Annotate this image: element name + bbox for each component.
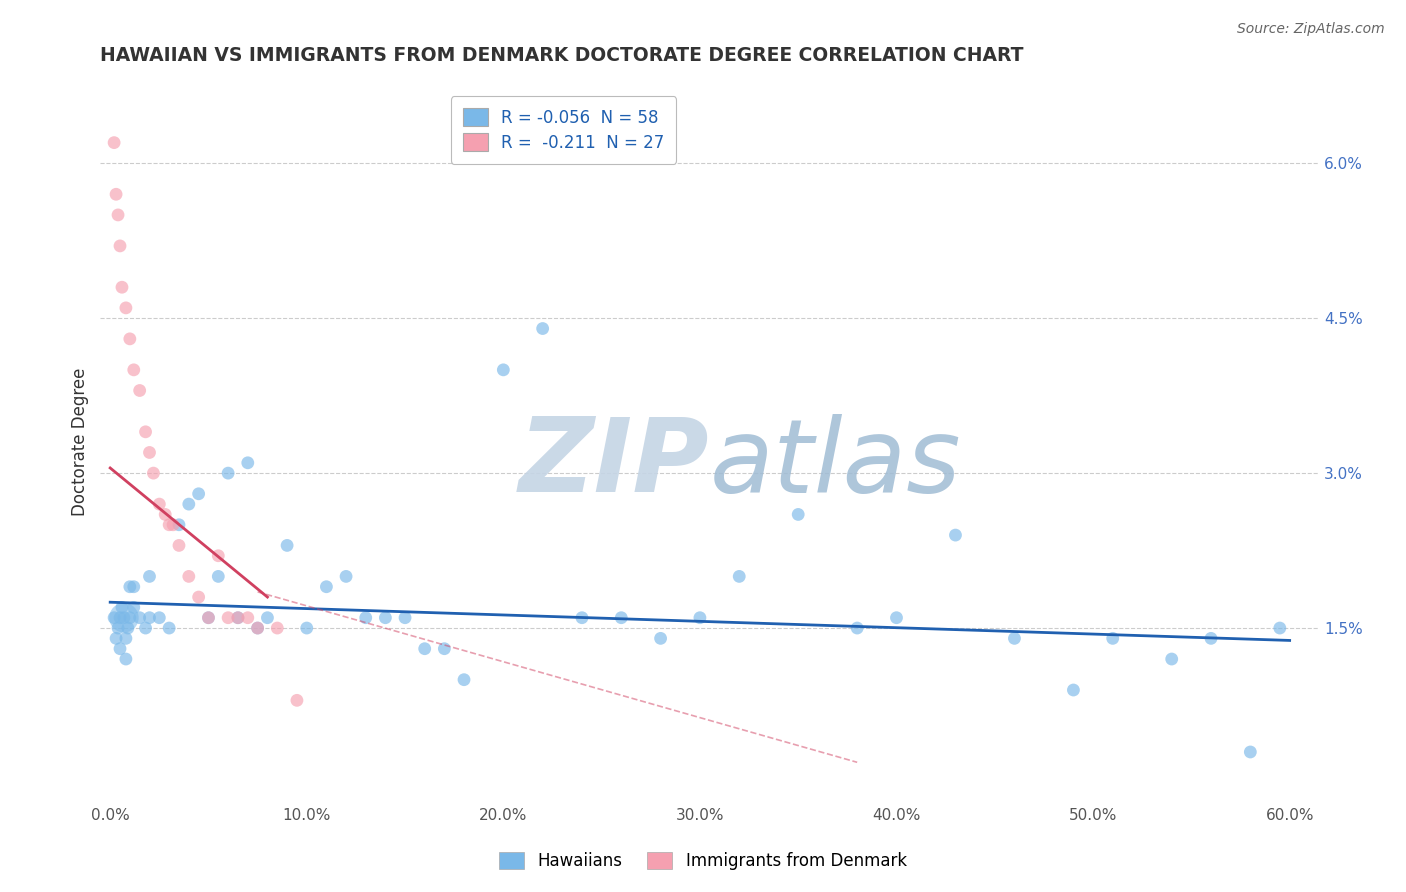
Point — [167, 538, 190, 552]
Point — [453, 673, 475, 687]
Point — [167, 517, 190, 532]
Point — [118, 580, 141, 594]
Point — [1199, 632, 1222, 646]
Point — [135, 621, 157, 635]
Point — [177, 497, 200, 511]
Point — [207, 549, 229, 563]
Point — [105, 632, 128, 646]
Point — [118, 332, 141, 346]
Point — [197, 611, 219, 625]
Point — [157, 621, 180, 635]
Point — [128, 611, 150, 625]
Point — [187, 487, 209, 501]
Point — [148, 611, 170, 625]
Point — [118, 611, 141, 625]
Point — [354, 611, 377, 625]
Point — [148, 497, 170, 511]
Point — [285, 693, 308, 707]
Point — [142, 466, 165, 480]
Point — [266, 621, 288, 635]
Point — [128, 384, 150, 398]
Point — [1101, 632, 1123, 646]
Point — [107, 208, 129, 222]
Point — [107, 621, 129, 635]
Point — [103, 136, 125, 150]
Point — [103, 611, 125, 625]
Point — [492, 363, 515, 377]
Point — [108, 641, 131, 656]
Point — [315, 580, 337, 594]
Point — [276, 538, 298, 552]
Point — [610, 611, 633, 625]
Point — [122, 363, 145, 377]
Point — [374, 611, 396, 625]
Point — [295, 621, 318, 635]
Point — [1062, 683, 1084, 698]
Point — [157, 517, 180, 532]
Point — [138, 445, 160, 459]
Point — [945, 528, 967, 542]
Point — [115, 632, 138, 646]
Point — [1268, 621, 1291, 635]
Point — [236, 611, 259, 625]
Point — [138, 569, 160, 583]
Point — [177, 569, 200, 583]
Point — [1004, 632, 1026, 646]
Legend: R = -0.056  N = 58, R =  -0.211  N = 27: R = -0.056 N = 58, R = -0.211 N = 27 — [451, 96, 676, 163]
Point — [111, 280, 134, 294]
Point — [122, 580, 145, 594]
Point — [689, 611, 711, 625]
Legend: Hawaiians, Immigrants from Denmark: Hawaiians, Immigrants from Denmark — [492, 845, 914, 877]
Y-axis label: Doctorate Degree: Doctorate Degree — [72, 368, 89, 516]
Point — [226, 611, 249, 625]
Point — [135, 425, 157, 439]
Point — [846, 621, 869, 635]
Point — [394, 611, 416, 625]
Text: ZIP: ZIP — [519, 413, 710, 515]
Point — [207, 569, 229, 583]
Point — [256, 611, 278, 625]
Point — [246, 621, 269, 635]
Point — [728, 569, 751, 583]
Point — [162, 517, 184, 532]
Point — [138, 611, 160, 625]
Text: HAWAIIAN VS IMMIGRANTS FROM DENMARK DOCTORATE DEGREE CORRELATION CHART: HAWAIIAN VS IMMIGRANTS FROM DENMARK DOCT… — [100, 46, 1024, 65]
Point — [413, 641, 436, 656]
Point — [1239, 745, 1261, 759]
Point — [108, 239, 131, 253]
Point — [117, 621, 139, 635]
Point — [787, 508, 810, 522]
Point — [122, 600, 145, 615]
Point — [217, 466, 239, 480]
Point — [433, 641, 456, 656]
Point — [236, 456, 259, 470]
Point — [531, 321, 554, 335]
Text: atlas: atlas — [710, 414, 962, 514]
Point — [335, 569, 357, 583]
Point — [226, 611, 249, 625]
Point — [197, 611, 219, 625]
Point — [112, 611, 135, 625]
Point — [217, 611, 239, 625]
Point — [650, 632, 672, 646]
Point — [187, 590, 209, 604]
Point — [886, 611, 908, 625]
Point — [115, 301, 138, 315]
Point — [571, 611, 593, 625]
Point — [108, 611, 131, 625]
Point — [246, 621, 269, 635]
Point — [1160, 652, 1182, 666]
Point — [155, 508, 177, 522]
Point — [115, 652, 138, 666]
Point — [112, 611, 135, 625]
Text: Source: ZipAtlas.com: Source: ZipAtlas.com — [1237, 22, 1385, 37]
Point — [105, 187, 128, 202]
Point — [111, 600, 134, 615]
